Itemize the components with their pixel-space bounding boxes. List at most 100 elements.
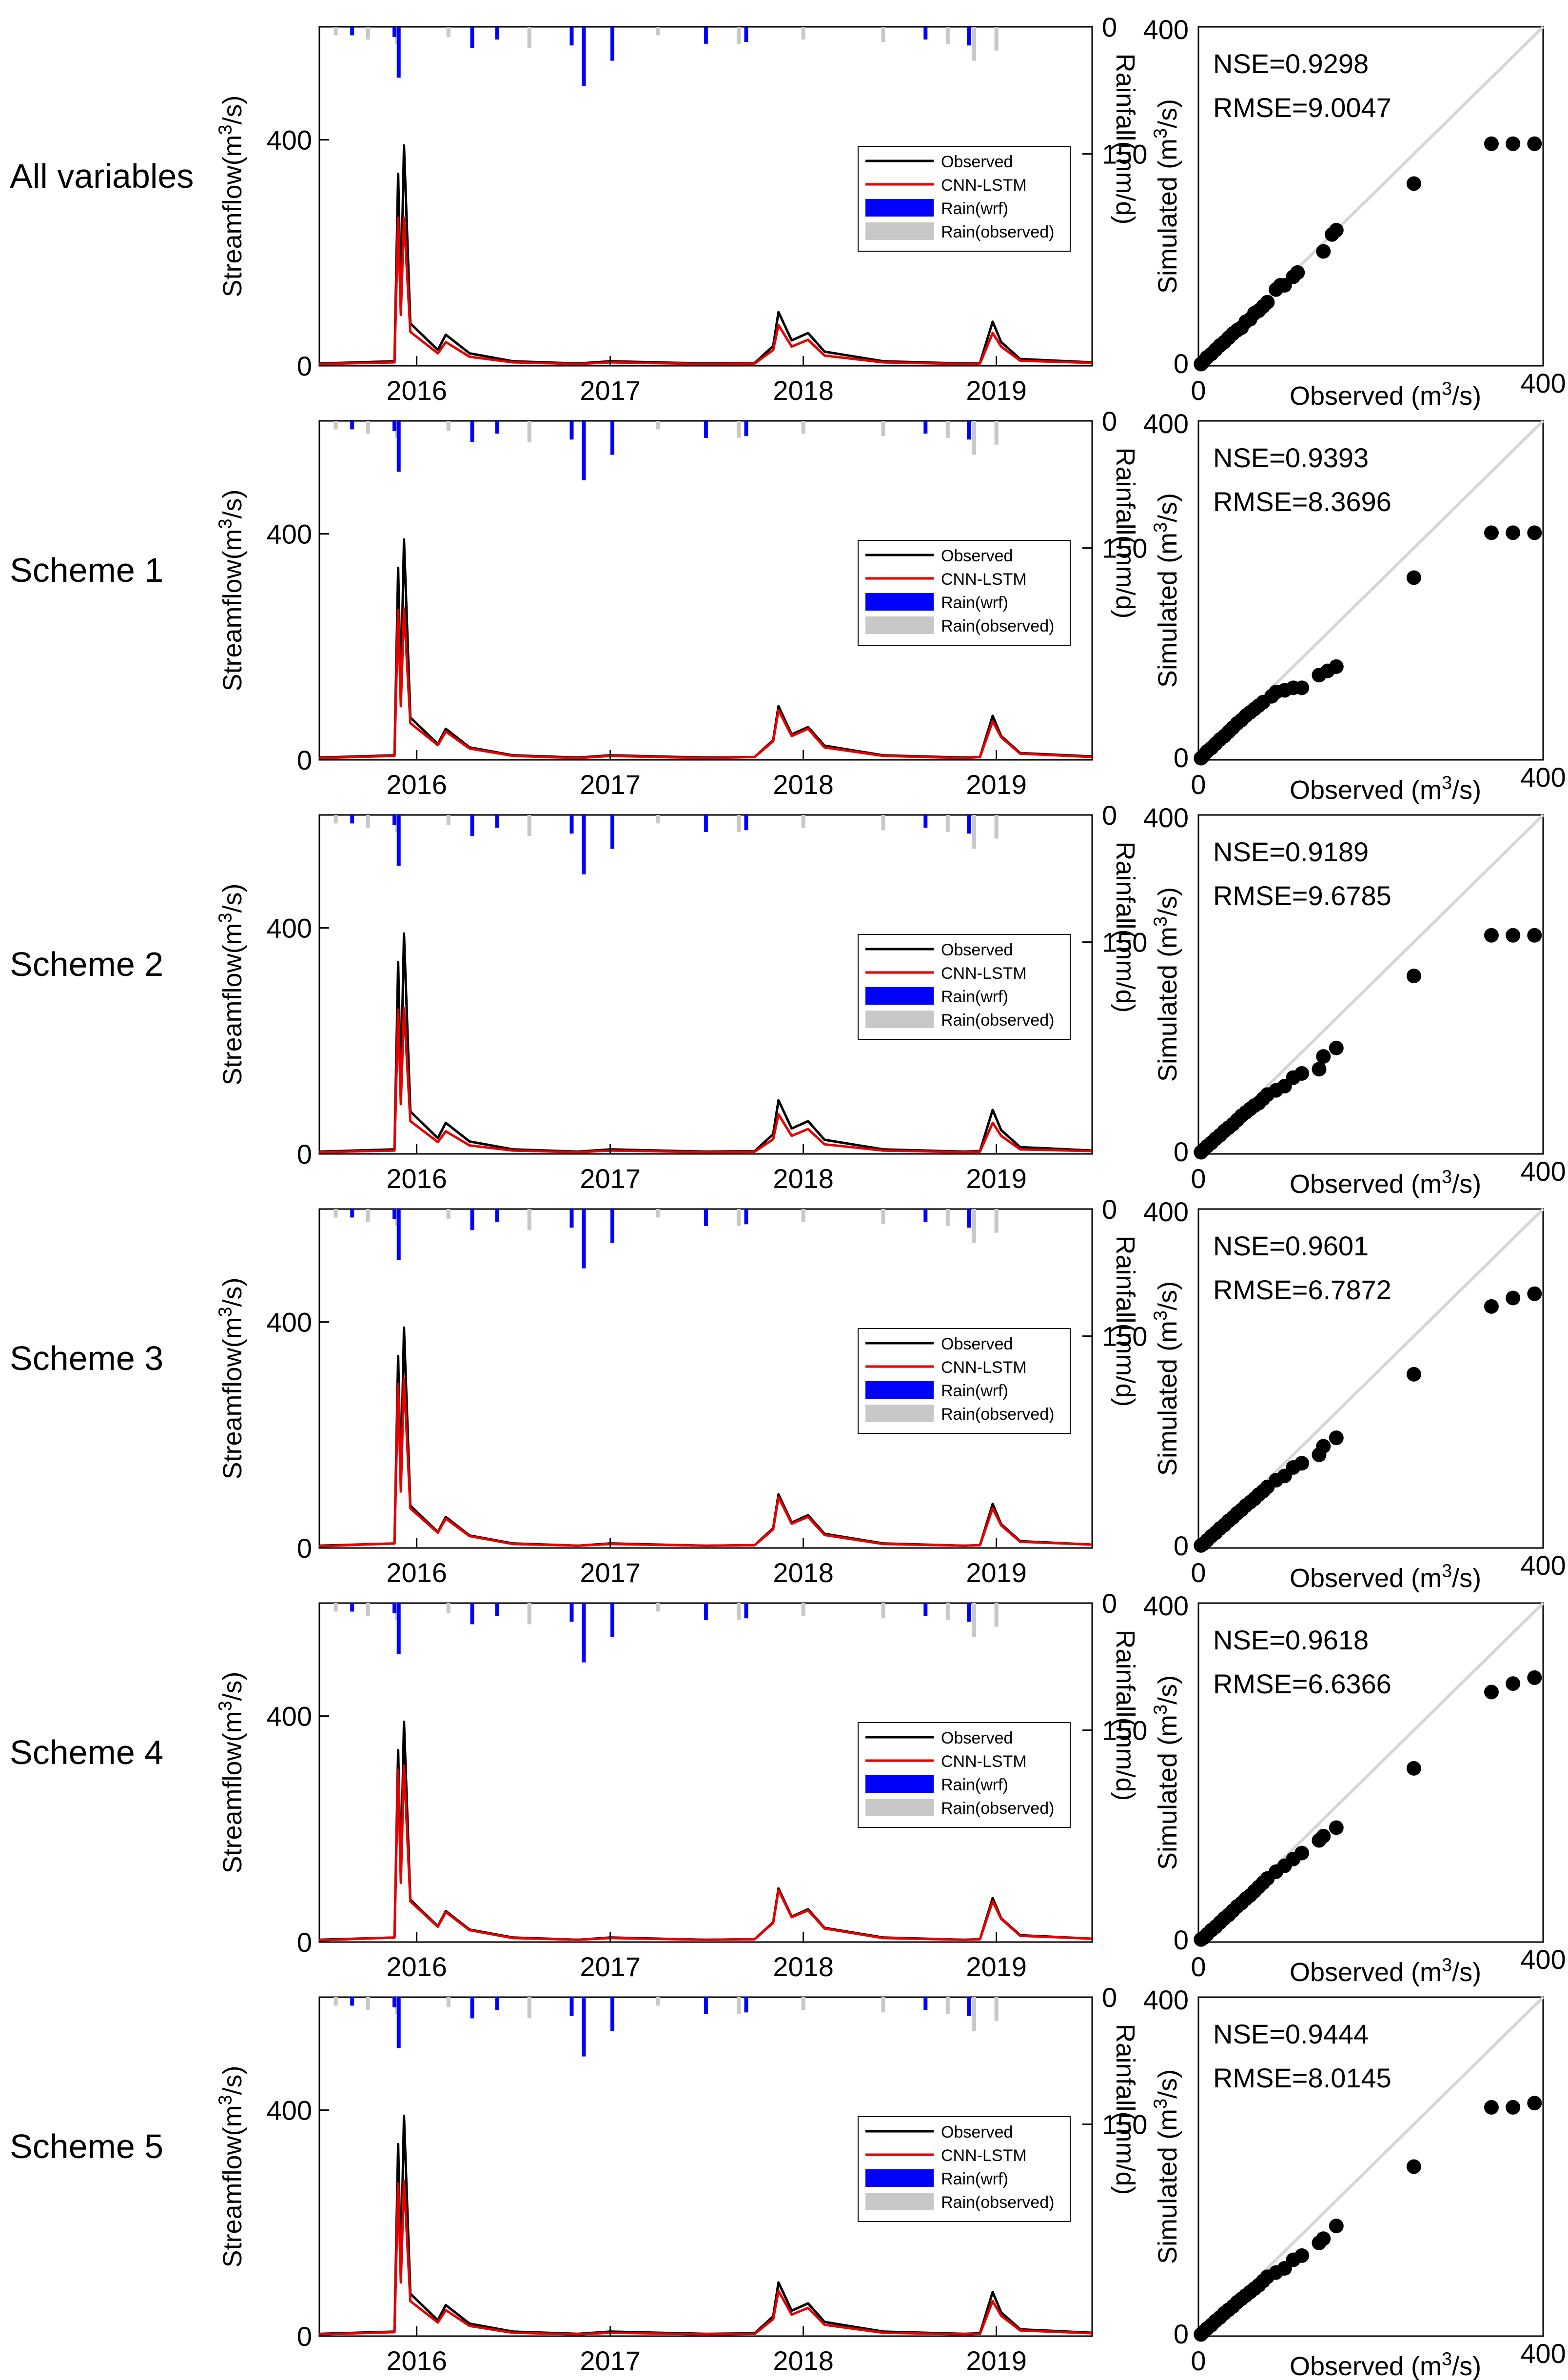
legend-label-rain_observed: Rain(observed)	[941, 1799, 1054, 1818]
rain-observed-bar	[801, 815, 805, 828]
rain-wrf-bar	[610, 27, 615, 61]
scatter-point	[1329, 1430, 1344, 1446]
scatter-point	[1406, 1367, 1421, 1382]
legend-label-rain_wrf: Rain(wrf)	[941, 594, 1008, 612]
left-tick-label: 400	[267, 519, 312, 550]
scatter-point	[1312, 1833, 1327, 1848]
scatter-x-tick-0: 0	[1191, 2345, 1206, 2376]
scatter-y-axis-label-sup: 3	[1150, 2099, 1171, 2109]
rain-wrf-bar	[923, 1603, 928, 1616]
rain-observed-bar	[366, 1209, 370, 1222]
left-tick-label: 0	[297, 1927, 312, 1958]
streamflow-axis-label-main: Streamflow(m	[218, 135, 247, 297]
streamflow-axis-label-main: Streamflow(m	[218, 923, 247, 1085]
right-tick-label: 150	[1102, 139, 1147, 170]
rain-observed-bar	[945, 1603, 950, 1620]
scatter-x-tick-0: 0	[1191, 1951, 1206, 1982]
rain-observed-bar	[737, 1603, 741, 1620]
left-tick-label: 0	[297, 1533, 312, 1564]
streamflow-axis-label-end: /s)	[218, 95, 247, 124]
rmse-label: RMSE=6.7872	[1213, 1274, 1392, 1305]
streamflow-axis-label: Streamflow(m3/s)	[215, 2065, 247, 2267]
scatter-point	[1406, 176, 1421, 191]
scatter-point	[1484, 1299, 1499, 1314]
scatter-point	[1316, 244, 1331, 259]
scatter-point	[1406, 969, 1421, 984]
legend-swatch-rain_wrf	[865, 1775, 934, 1793]
rain-observed-bar	[366, 1997, 370, 2010]
right-tick-label: 0	[1102, 800, 1117, 831]
rain-wrf-bar	[744, 27, 748, 42]
legend-swatch-rain_observed	[865, 2193, 934, 2210]
rain-wrf-bar	[350, 1603, 354, 1612]
legend-label-observed: Observed	[941, 153, 1013, 171]
rain-observed-bar	[945, 1997, 950, 2014]
rain-wrf-bar	[610, 1997, 615, 2031]
scatter-y-tick-0: 0	[1174, 1530, 1189, 1561]
legend-label-rain_observed: Rain(observed)	[941, 617, 1054, 635]
rain-observed-bar	[994, 27, 999, 51]
rain-wrf-bar	[392, 1209, 397, 1219]
rain-wrf-bar	[744, 1603, 748, 1619]
scatter-x-tick-0: 0	[1191, 1163, 1206, 1194]
legend-swatch-rain_observed	[865, 222, 934, 240]
rain-wrf-bar	[495, 1603, 499, 1616]
rain-wrf-bar	[582, 421, 586, 480]
scatter-y-tick-0: 0	[1174, 1924, 1189, 1955]
rain-observed-bar	[881, 815, 885, 831]
scatter-y-tick-400: 400	[1143, 14, 1189, 45]
rain-observed-bar	[994, 1997, 999, 2021]
left-tick-label: 400	[267, 1307, 312, 1338]
scatter-point	[1506, 136, 1521, 151]
scatter-point	[1406, 1761, 1421, 1776]
rain-observed-bar	[333, 27, 338, 36]
x-tick-label: 2018	[773, 375, 834, 406]
scatter-x-tick-400: 400	[1520, 1944, 1566, 1975]
x-tick-label: 2016	[386, 1163, 447, 1194]
scatter-x-tick-400: 400	[1520, 2338, 1566, 2369]
scatter-axes-frame	[1197, 420, 1544, 761]
rain-observed-bar	[881, 421, 885, 436]
right-tick-label: 0	[1102, 406, 1117, 436]
scatter-point	[1312, 2235, 1327, 2250]
cnn-lstm-line	[319, 1765, 1093, 1942]
row-label: Scheme 2	[10, 945, 163, 983]
legend-swatch-rain_observed	[865, 1011, 934, 1028]
rain-observed-bar	[945, 27, 950, 44]
rain-observed-bar	[972, 815, 977, 849]
scatter-y-axis-label-end: /s)	[1153, 887, 1182, 916]
scatter-axes-frame	[1197, 1996, 1544, 2337]
rain-wrf-bar	[704, 421, 708, 438]
nse-label: NSE=0.9444	[1213, 2019, 1369, 2049]
rain-wrf-bar	[350, 815, 354, 824]
scatter-x-axis-label-sup: 3	[1442, 1955, 1452, 1975]
rain-wrf-bar	[744, 421, 748, 436]
x-tick-label: 2018	[773, 2345, 834, 2376]
rainfall-axis-label: Rainfall(mm/d)	[1111, 1629, 1140, 1801]
legend-swatch-rain_wrf	[865, 593, 934, 611]
scatter-y-tick-400: 400	[1143, 408, 1189, 439]
scatter-point	[1506, 525, 1521, 540]
scatter-x-axis-label-main: Observed (m	[1290, 1564, 1442, 1593]
rmse-label: RMSE=8.0145	[1213, 2063, 1392, 2093]
scatter-x-axis-label-main: Observed (m	[1290, 775, 1442, 805]
right-tick-label: 150	[1102, 2109, 1147, 2140]
streamflow-axis-label-end: /s)	[218, 1277, 247, 1307]
legend-swatch-rain_wrf	[865, 987, 934, 1005]
scatter-point	[1316, 1049, 1331, 1064]
scatter-y-tick-400: 400	[1143, 1590, 1189, 1621]
rain-observed-bar	[656, 1997, 660, 2006]
rain-observed-bar	[737, 1997, 741, 2014]
rain-observed-bar	[366, 815, 370, 828]
scatter-y-axis-label-end: /s)	[1153, 493, 1182, 522]
scatter-point	[1406, 2159, 1421, 2174]
row-panel-3: Scheme 2 0 400 0 150 2016 2017 2018 2019 Streamfl…	[10, 800, 1566, 1199]
scatter-x-axis-label-end: /s)	[1452, 381, 1481, 411]
scatter-point	[1194, 751, 1209, 766]
rain-wrf-bar	[569, 1603, 574, 1622]
scatter-x-axis-label-end: /s)	[1452, 775, 1481, 805]
cnn-lstm-line	[319, 607, 1093, 759]
rain-observed-bar	[333, 1603, 338, 1612]
left-tick-label: 0	[297, 351, 312, 381]
scatter-y-tick-0: 0	[1174, 348, 1189, 379]
